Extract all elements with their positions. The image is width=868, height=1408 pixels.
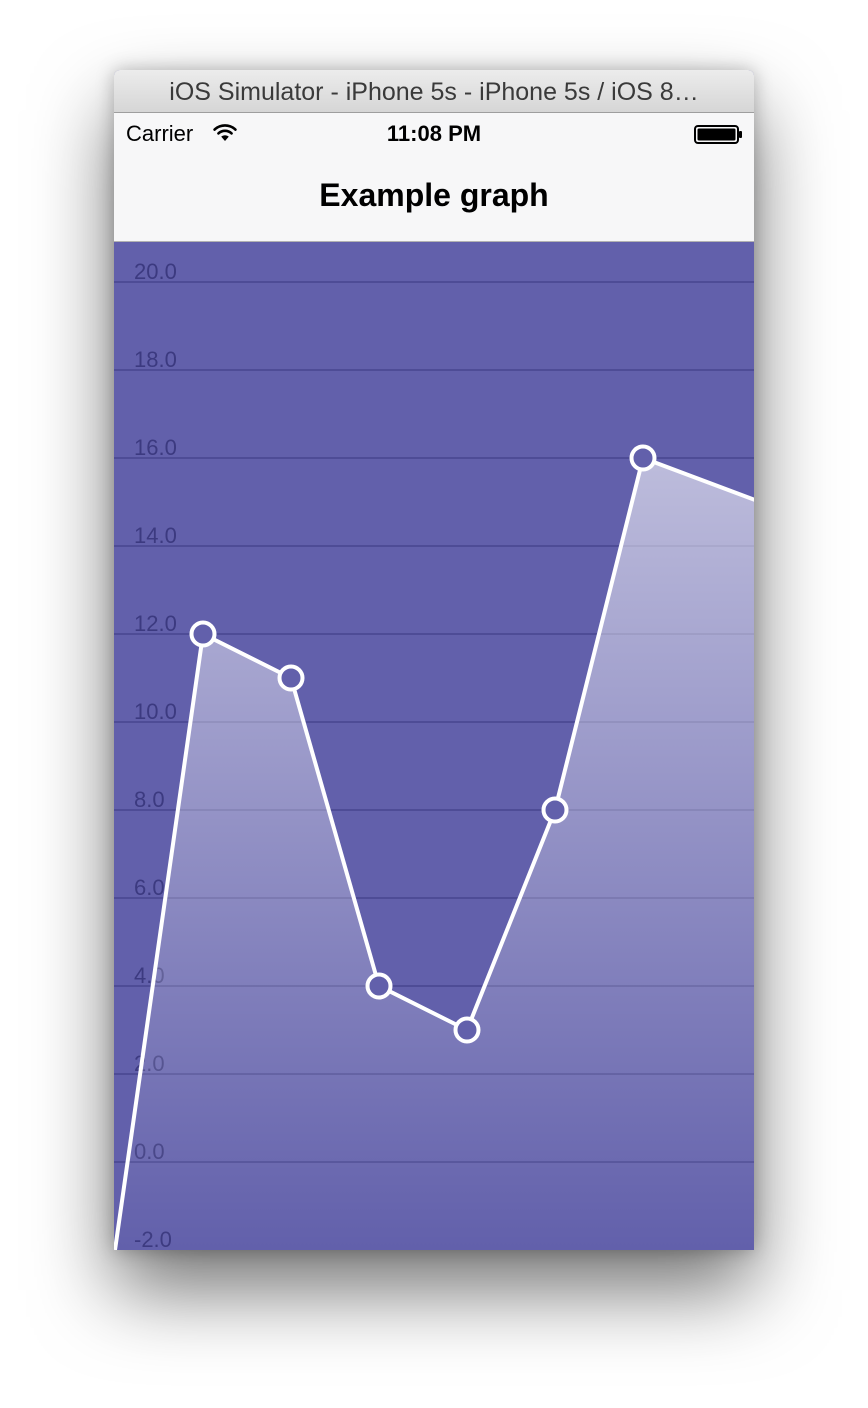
wifi-icon [212, 123, 238, 148]
data-point[interactable] [629, 444, 657, 472]
status-time: 11:08 PM [386, 121, 482, 146]
y-tick-label: 8.0 [134, 787, 165, 812]
data-point[interactable] [541, 796, 569, 824]
data-point[interactable] [453, 1016, 481, 1044]
y-tick-label: 16.0 [134, 435, 177, 460]
simulator-window: iOS Simulator - iPhone 5s - iPhone 5s / … [114, 70, 754, 1250]
data-point[interactable] [277, 664, 305, 692]
line-graph[interactable]: 20.018.016.014.012.010.08.06.04.02.00.0-… [114, 242, 754, 1250]
y-tick-label: 14.0 [134, 523, 177, 548]
graph-svg[interactable]: 20.018.016.014.012.010.08.06.04.02.00.0-… [114, 242, 754, 1250]
y-tick-label: 12.0 [134, 611, 177, 636]
y-tick-label: 18.0 [134, 347, 177, 372]
y-tick-label: 20.0 [134, 259, 177, 284]
data-point[interactable] [365, 972, 393, 1000]
navigation-bar: Example graph [114, 153, 754, 242]
window-title-bar[interactable]: iOS Simulator - iPhone 5s - iPhone 5s / … [114, 70, 754, 113]
carrier-label: Carrier [126, 121, 194, 146]
status-bar: Carrier 11:08 PM [114, 113, 754, 153]
data-points[interactable] [189, 444, 657, 1044]
battery-icon [694, 125, 744, 150]
window-title: iOS Simulator - iPhone 5s - iPhone 5s / … [169, 78, 699, 106]
y-tick-label: 10.0 [134, 699, 177, 724]
nav-title: Example graph [319, 177, 549, 213]
y-tick-label: 6.0 [134, 875, 165, 900]
data-point[interactable] [189, 620, 217, 648]
